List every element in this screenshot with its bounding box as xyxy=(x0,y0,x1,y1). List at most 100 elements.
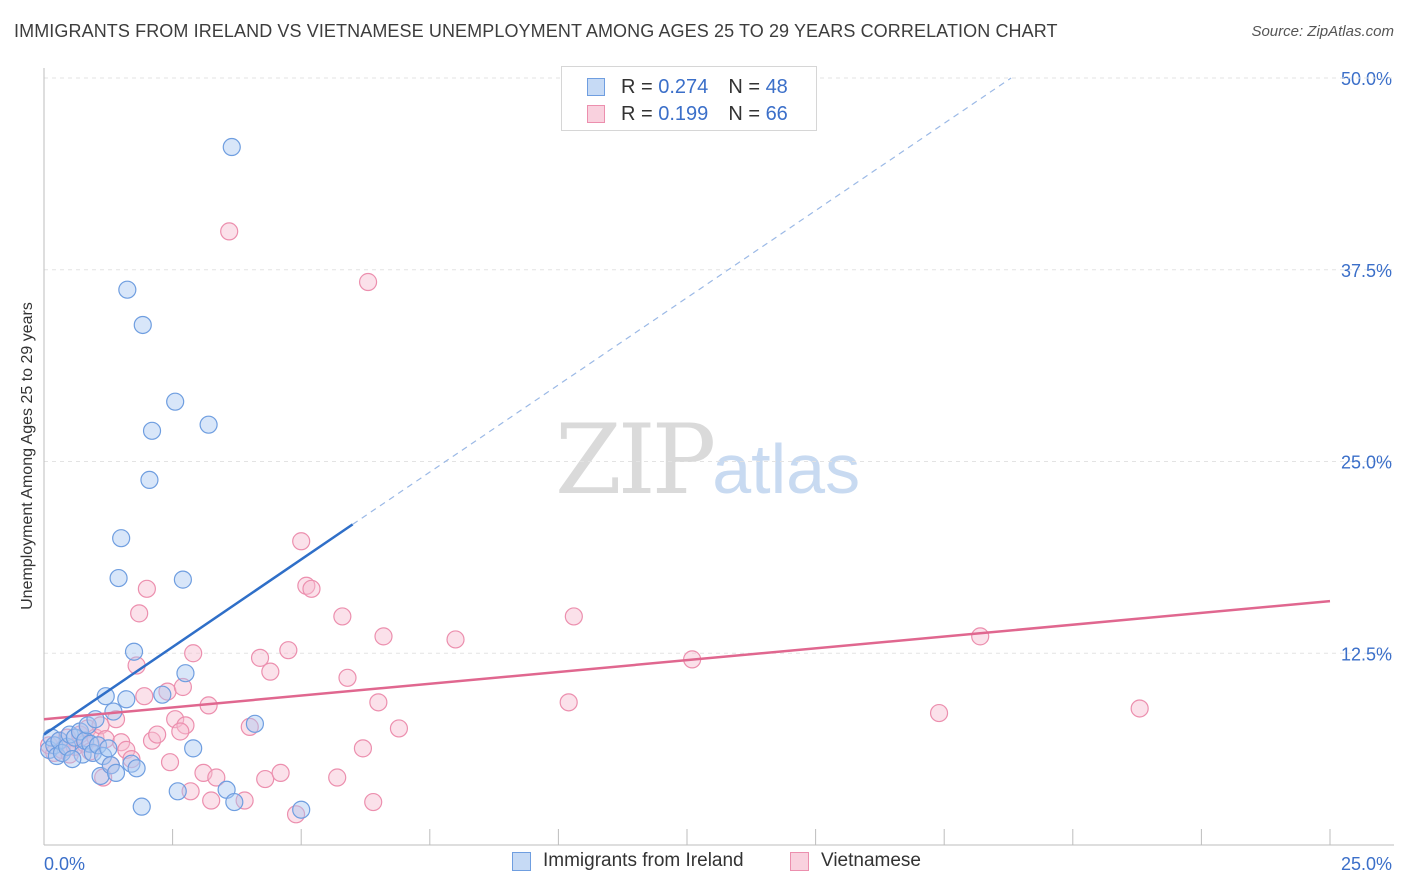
point-vietnamese xyxy=(160,753,180,772)
point-vietnamese xyxy=(137,579,156,598)
point-vietnamese xyxy=(389,719,409,738)
bottom-legend-label-ireland: Immigrants from Ireland xyxy=(543,850,744,871)
bottom-legend-vietnamese: Vietnamese xyxy=(790,850,921,872)
point-vietnamese xyxy=(279,641,298,660)
point-vietnamese xyxy=(374,627,393,646)
point-ireland xyxy=(173,570,192,589)
point-vietnamese xyxy=(1130,699,1149,718)
point-vietnamese xyxy=(256,769,275,789)
point-ireland xyxy=(176,664,195,683)
x-tick-label: 0.0% xyxy=(44,854,85,874)
point-vietnamese xyxy=(302,579,321,598)
y-tick-label: 12.5% xyxy=(1341,644,1392,664)
legend-n-label: N = xyxy=(728,102,760,125)
point-ireland xyxy=(245,714,265,733)
legend-row-vietnamese: R = 0.199 N = 66 xyxy=(587,101,788,127)
legend-n-label: N = xyxy=(728,75,760,98)
point-ireland xyxy=(96,687,115,706)
point-vietnamese xyxy=(171,722,190,741)
bottom-legend-swatch-vietnamese xyxy=(790,851,809,871)
point-vietnamese xyxy=(446,630,465,649)
point-vietnamese xyxy=(297,576,316,595)
legend-r-value: 0.199 xyxy=(658,102,709,125)
point-vietnamese xyxy=(202,791,221,810)
point-ireland xyxy=(222,137,241,157)
watermark-zip: ZIP xyxy=(555,404,716,516)
y-tick-label: 25.0% xyxy=(1341,453,1392,473)
point-ireland xyxy=(124,642,144,661)
legend-swatch-vietnamese xyxy=(587,105,605,123)
point-vietnamese xyxy=(135,687,154,706)
watermark-atlas: atlas xyxy=(712,430,861,508)
point-ireland xyxy=(133,315,152,335)
point-ireland xyxy=(99,739,118,758)
point-vietnamese xyxy=(364,792,383,812)
point-vietnamese xyxy=(261,662,280,681)
point-ireland xyxy=(142,421,162,440)
point-vietnamese xyxy=(369,693,388,712)
point-vietnamese xyxy=(250,648,270,667)
chart-title: IMMIGRANTS FROM IRELAND VS VIETNAMESE UN… xyxy=(14,21,1058,41)
point-vietnamese xyxy=(148,725,167,744)
point-ireland xyxy=(184,739,203,758)
y-tick-label: 50.0% xyxy=(1341,69,1392,89)
point-vietnamese xyxy=(353,739,373,758)
trendline-ireland xyxy=(43,523,354,736)
x-tick-label: 25.0% xyxy=(1341,854,1392,874)
legend: R = 0.274 N = 48 R = 0.199 N = 66 xyxy=(561,66,817,131)
point-vietnamese xyxy=(220,222,239,241)
point-vietnamese xyxy=(929,703,949,723)
point-vietnamese xyxy=(564,607,583,626)
point-vietnamese xyxy=(181,782,200,801)
legend-row-ireland: R = 0.274 N = 48 xyxy=(587,74,788,100)
point-vietnamese xyxy=(292,532,311,551)
trendline-ireland-extension xyxy=(352,77,1012,525)
point-vietnamese xyxy=(122,749,141,769)
legend-r-label: R = xyxy=(621,75,653,98)
point-ireland xyxy=(112,529,131,548)
point-ireland xyxy=(109,568,128,588)
y-tick-label: 37.5% xyxy=(1341,261,1392,281)
point-ireland xyxy=(106,763,126,783)
point-vietnamese xyxy=(559,693,578,712)
point-vietnamese xyxy=(240,717,259,736)
point-ireland xyxy=(225,792,244,812)
point-vietnamese xyxy=(117,740,136,759)
point-ireland xyxy=(47,746,66,766)
point-vietnamese xyxy=(271,763,290,783)
legend-n-value: 48 xyxy=(765,75,788,98)
point-ireland xyxy=(168,782,187,801)
point-vietnamese xyxy=(333,607,352,626)
point-vietnamese xyxy=(184,644,203,663)
point-vietnamese xyxy=(207,768,226,787)
point-ireland xyxy=(63,749,82,769)
trendline-vietnamese xyxy=(43,599,1331,721)
bottom-legend-ireland: Immigrants from Ireland xyxy=(512,850,744,872)
legend-swatch-ireland xyxy=(587,78,605,96)
point-ireland xyxy=(199,415,218,434)
point-vietnamese xyxy=(358,272,378,292)
bottom-legend: Immigrants from Ireland Vietnamese xyxy=(0,850,1406,878)
legend-n-value: 66 xyxy=(765,102,788,125)
source-label: Source: ZipAtlas.com xyxy=(1251,23,1394,40)
point-ireland xyxy=(140,470,159,490)
point-ireland xyxy=(127,759,146,778)
point-ireland xyxy=(166,392,185,411)
point-ireland xyxy=(118,280,137,299)
point-vietnamese xyxy=(130,604,149,623)
point-ireland xyxy=(153,685,172,704)
point-vietnamese xyxy=(328,768,347,787)
legend-r-label: R = xyxy=(621,102,653,125)
point-ireland xyxy=(88,736,108,755)
point-vietnamese xyxy=(173,677,192,697)
point-ireland xyxy=(132,797,151,816)
point-ireland xyxy=(292,800,311,819)
bottom-legend-swatch-ireland xyxy=(512,851,531,871)
point-ireland xyxy=(60,725,79,744)
bottom-legend-label-vietnamese: Vietnamese xyxy=(821,850,921,871)
point-vietnamese xyxy=(971,627,990,646)
legend-r-value: 0.274 xyxy=(658,75,709,98)
point-vietnamese xyxy=(338,668,357,687)
watermark: ZIPatlas xyxy=(555,404,860,516)
